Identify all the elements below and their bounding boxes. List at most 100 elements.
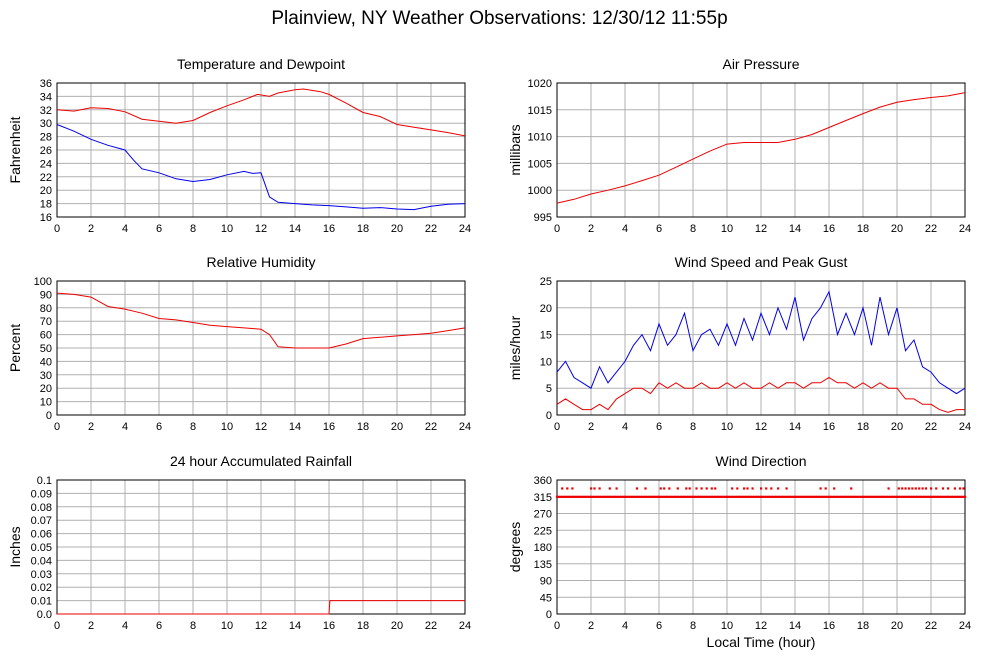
x-tick-label: 24 bbox=[459, 620, 471, 632]
scatter-point bbox=[943, 495, 946, 498]
scatter-point bbox=[828, 495, 831, 498]
scatter-point bbox=[785, 487, 788, 490]
scatter-point bbox=[770, 487, 773, 490]
y-tick-label: 34 bbox=[40, 91, 52, 103]
scatter-point bbox=[802, 495, 805, 498]
scatter-point bbox=[799, 495, 802, 498]
scatter-point bbox=[593, 495, 596, 498]
scatter-point bbox=[887, 487, 890, 490]
scatter-point bbox=[586, 495, 589, 498]
x-tick-label: 10 bbox=[221, 223, 233, 235]
scatter-point bbox=[644, 487, 647, 490]
scatter-point bbox=[722, 495, 725, 498]
x-tick-label: 18 bbox=[857, 223, 869, 235]
x-tick-label: 12 bbox=[755, 421, 767, 433]
scatter-point bbox=[933, 495, 936, 498]
scatter-point bbox=[763, 495, 766, 498]
scatter-point bbox=[724, 495, 727, 498]
scatter-point bbox=[654, 495, 657, 498]
y-axis-label: degrees bbox=[507, 522, 523, 573]
x-tick-label: 14 bbox=[789, 421, 801, 433]
scatter-point bbox=[797, 495, 800, 498]
scatter-point bbox=[812, 495, 815, 498]
plot-frame bbox=[56, 280, 466, 416]
scatter-point bbox=[819, 495, 822, 498]
x-tick-label: 22 bbox=[925, 223, 937, 235]
scatter-point bbox=[884, 495, 887, 498]
scatter-point bbox=[765, 495, 768, 498]
scatter-point bbox=[727, 495, 730, 498]
scatter-point bbox=[868, 495, 871, 498]
scatter-point bbox=[720, 495, 724, 498]
scatter-point bbox=[794, 495, 797, 498]
scatter-point bbox=[625, 495, 628, 498]
y-tick-label: 0.09 bbox=[31, 488, 52, 500]
scatter-point bbox=[872, 495, 875, 498]
x-tick-label: 16 bbox=[823, 421, 835, 433]
chart-title: 24 hour Accumulated Rainfall bbox=[170, 453, 352, 469]
y-tick-label: 30 bbox=[40, 118, 52, 130]
y-tick-label: 0.07 bbox=[31, 515, 52, 527]
scatter-point bbox=[615, 487, 618, 490]
scatter-point bbox=[834, 495, 837, 498]
scatter-point bbox=[875, 495, 878, 498]
scatter-point bbox=[873, 495, 877, 498]
y-tick-label: 90 bbox=[540, 576, 552, 588]
scatter-point bbox=[777, 487, 780, 490]
x-tick-label: 2 bbox=[588, 620, 594, 632]
page-title: Plainview, NY Weather Observations: 12/3… bbox=[271, 8, 728, 29]
scatter-point bbox=[923, 495, 926, 498]
scatter-point bbox=[805, 495, 809, 498]
scatter-point bbox=[754, 495, 758, 498]
scatter-point bbox=[703, 495, 707, 498]
scatter-point bbox=[726, 495, 729, 498]
x-tick-label: 14 bbox=[289, 421, 301, 433]
scatter-point bbox=[882, 495, 885, 498]
scatter-point bbox=[671, 495, 674, 498]
y-tick-label: 1000 bbox=[528, 185, 552, 197]
scatter-point bbox=[790, 495, 793, 498]
scatter-point bbox=[591, 495, 594, 498]
scatter-point bbox=[947, 487, 950, 490]
x-tick-label: 8 bbox=[690, 620, 696, 632]
scatter-point bbox=[581, 495, 584, 498]
x-tick-label: 20 bbox=[891, 620, 903, 632]
x-tick-label: 24 bbox=[459, 223, 471, 235]
series-line-0 bbox=[56, 88, 466, 137]
x-tick-label: 16 bbox=[823, 223, 835, 235]
scatter-point bbox=[656, 495, 659, 498]
scatter-point bbox=[800, 495, 803, 498]
scatter-point bbox=[705, 495, 708, 498]
scatter-point bbox=[637, 495, 640, 498]
scatter-point bbox=[756, 495, 759, 498]
x-tick-label: 12 bbox=[755, 223, 767, 235]
scatter-point bbox=[673, 495, 676, 498]
scatter-point bbox=[760, 487, 763, 490]
scatter-point bbox=[690, 495, 693, 498]
x-tick-label: 20 bbox=[891, 421, 903, 433]
scatter-point bbox=[697, 495, 700, 498]
scatter-point bbox=[739, 495, 742, 498]
scatter-point bbox=[833, 495, 836, 498]
plot-frame bbox=[556, 479, 966, 615]
scatter-point bbox=[792, 495, 795, 498]
scatter-point bbox=[947, 495, 950, 498]
x-tick-label: 4 bbox=[622, 620, 628, 632]
scatter-point bbox=[556, 495, 559, 498]
scatter-point bbox=[829, 495, 832, 498]
x-tick-label: 6 bbox=[656, 421, 662, 433]
scatter-point bbox=[695, 487, 698, 490]
y-tick-label: 20 bbox=[40, 383, 52, 395]
scatter-point bbox=[783, 495, 786, 498]
scatter-point bbox=[822, 495, 826, 498]
scatter-point bbox=[590, 495, 593, 498]
scatter-point bbox=[850, 495, 853, 498]
scatter-point bbox=[583, 495, 586, 498]
x-tick-label: 0 bbox=[554, 421, 560, 433]
y-tick-label: 0 bbox=[546, 609, 552, 621]
scatter-point bbox=[811, 495, 814, 498]
plot-frame bbox=[56, 82, 466, 218]
scatter-point bbox=[877, 495, 880, 498]
scatter-point bbox=[557, 495, 560, 498]
